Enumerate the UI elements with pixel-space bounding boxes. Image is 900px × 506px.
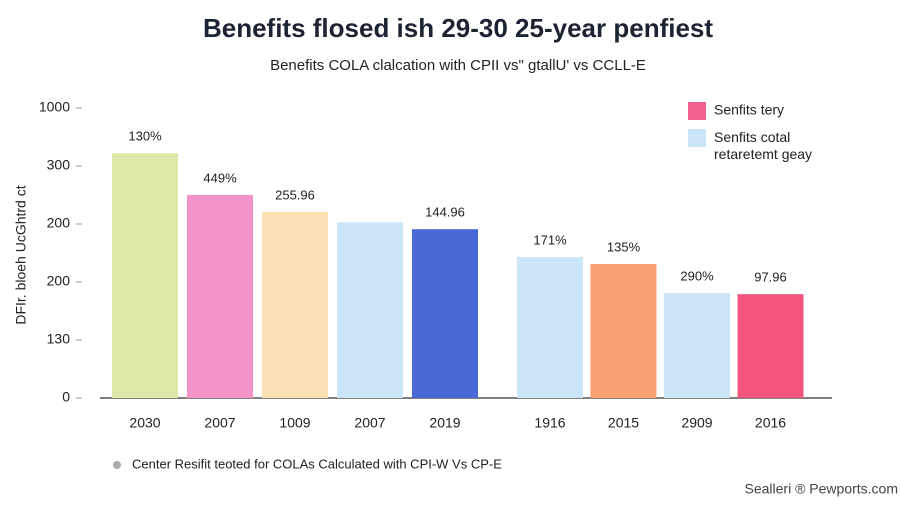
bar <box>664 293 730 398</box>
y-tick-label: 200 <box>47 215 71 231</box>
bar <box>517 257 583 398</box>
footnote: Center Resifit teoted for COLAs Calculat… <box>132 456 502 471</box>
y-tick-label: 1000 <box>39 99 70 115</box>
x-tick-label: 2909 <box>681 415 712 431</box>
bar <box>337 222 403 398</box>
y-tick-label: 0 <box>62 389 70 405</box>
x-tick-label: 2007 <box>204 415 235 431</box>
x-tick-label: 2016 <box>755 415 786 431</box>
legend-swatch <box>688 102 706 120</box>
legend-label: Senfits tery <box>714 102 784 118</box>
bar <box>737 294 804 398</box>
legend-label: Senfits cotal retaretemt geay <box>714 129 812 162</box>
chart-subtitle: Benefits COLA clalcation with CPII vs" g… <box>270 57 646 74</box>
bar <box>112 153 178 398</box>
x-tick-label: 2030 <box>129 415 160 431</box>
y-axis-label: DFIr. bloeh UcGhtrd ct <box>13 185 29 324</box>
bar <box>187 195 253 398</box>
x-tick-label: 1009 <box>279 415 310 431</box>
bar-annotation: 144.96 <box>425 205 465 220</box>
x-tick-label: 2015 <box>608 415 639 431</box>
source: Sealleri ® Pewports.com <box>745 481 898 497</box>
bar-annotation: 135% <box>607 239 641 254</box>
bar-annotation: 255.96 <box>275 187 315 202</box>
y-tick-label: 130 <box>47 331 71 347</box>
chart-title: Benefits flosed ish 29-30 25-year penfie… <box>203 13 713 43</box>
bar-annotation: 290% <box>680 268 714 283</box>
y-tick-label: 300 <box>47 157 71 173</box>
bar-annotation: 130% <box>128 129 162 144</box>
y-tick-label: 200 <box>47 273 71 289</box>
bar <box>590 264 657 398</box>
bar-annotation: 449% <box>203 170 237 185</box>
x-tick-label: 2007 <box>354 415 385 431</box>
bar-annotation: 97.96 <box>754 270 787 285</box>
bar <box>262 211 328 398</box>
bar-annotation: 171% <box>533 232 567 247</box>
bar <box>412 229 478 398</box>
x-tick-label: 1916 <box>534 415 565 431</box>
x-tick-label: 2019 <box>429 415 460 431</box>
footnote-bullet <box>113 461 121 469</box>
legend-swatch <box>688 129 706 147</box>
